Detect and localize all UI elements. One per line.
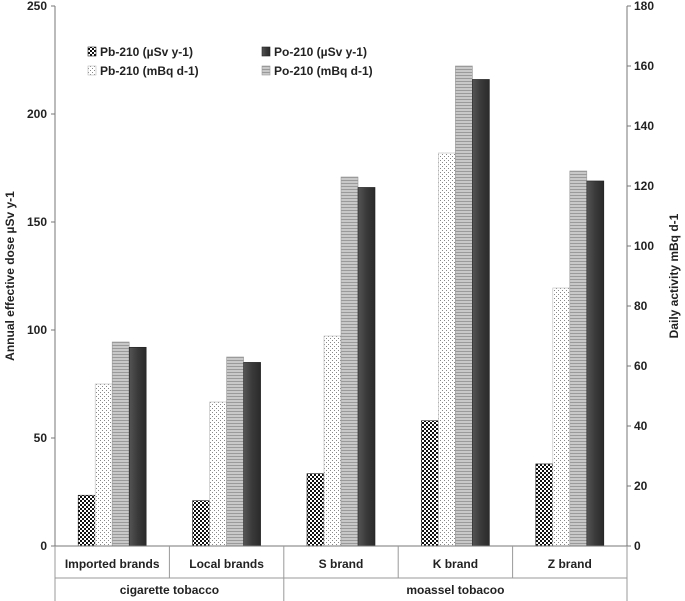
category-labels: Imported brands Local brands S brand K bran…: [54, 546, 628, 601]
category-label-s-brand: S brand: [319, 557, 364, 571]
bar-po-210-mbq-d-1-local-brands: [226, 356, 244, 547]
left-tick-label: 250: [27, 0, 47, 13]
bars-layer: [77, 65, 605, 547]
group-label-cigarette-tobacco: cigarette tobacco: [120, 583, 219, 597]
bar-pb-210-sv-y-1-local-brands: [192, 500, 210, 547]
right-tick-label: 140: [634, 119, 654, 133]
legend: Pb-210 (µSv y-1) Po-210 (µSv y-1) Pb-210 (…: [87, 45, 373, 78]
right-tick-label: 20: [634, 479, 648, 493]
legend-label-pb-210-mbq-d-1: Pb-210 (mBq d-1): [100, 64, 199, 78]
left-axis-ticks: 0 50 100 150 200 250: [27, 0, 55, 553]
legend-swatch-pb-210-sv-y-1: [87, 46, 97, 57]
legend-swatch-pb-210-mbq-d-1: [87, 65, 97, 76]
bar-po-210-sv-y-1-k-brand: [472, 79, 490, 547]
left-tick-label: 200: [27, 107, 47, 121]
bar-pb-210-sv-y-1-z-brand: [535, 463, 554, 547]
bar-po-210-mbq-d-1-s-brand: [340, 176, 359, 547]
right-tick-label: 180: [634, 0, 654, 13]
right-tick-label: 0: [634, 539, 641, 553]
right-tick-label: 120: [634, 179, 654, 193]
right-tick-label: 80: [634, 299, 648, 313]
bar-pb-210-sv-y-1-s-brand: [306, 473, 325, 547]
right-tick-label: 60: [634, 359, 648, 373]
right-axis-ticks: 0 20 40 60 80 100 120 140 160 180: [627, 0, 654, 553]
right-tick-label: 40: [634, 419, 648, 433]
bar-po-210-mbq-d-1-imported-brands: [111, 341, 130, 547]
left-tick-label: 50: [34, 431, 48, 445]
bar-pb-210-sv-y-1-imported-brands: [77, 494, 96, 547]
right-tick-label: 160: [634, 59, 654, 73]
bar-pb-210-mbq-d-1-s-brand: [323, 335, 342, 547]
bar-po-210-sv-y-1-z-brand: [586, 180, 605, 547]
bar-pb-210-mbq-d-1-k-brand: [438, 152, 456, 547]
legend-label-po-210-sv-y-1: Po-210 (µSv y-1): [274, 45, 367, 59]
left-tick-label: 150: [27, 215, 47, 229]
bar-pb-210-mbq-d-1-imported-brands: [94, 383, 113, 547]
bar-po-210-mbq-d-1-k-brand: [455, 65, 473, 547]
right-tick-label: 100: [634, 239, 654, 253]
legend-swatch-po-210-mbq-d-1: [261, 65, 271, 76]
bar-pb-210-sv-y-1-k-brand: [421, 420, 439, 547]
category-label-imported-brands: Imported brands: [65, 557, 160, 571]
category-label-z-brand: Z brand: [548, 557, 592, 571]
bar-po-210-sv-y-1-s-brand: [357, 187, 376, 547]
group-label-moassel-tobacoo: moassel tobacoo: [406, 583, 504, 597]
left-tick-label: 100: [27, 323, 47, 337]
legend-label-po-210-mbq-d-1: Po-210 (mBq d-1): [274, 64, 373, 78]
right-axis-title: Daily activity mBq d-1: [667, 213, 681, 338]
category-label-k-brand: K brand: [433, 557, 478, 571]
left-axis-title: Annual effective dose µSv y-1: [3, 191, 17, 361]
group-labels: cigarette tobacco moassel tobacoo: [120, 583, 505, 597]
legend-label-pb-210-sv-y-1: Pb-210 (µSv y-1): [100, 45, 193, 59]
bar-po-210-sv-y-1-imported-brands: [128, 346, 147, 547]
legend-swatch-po-210-sv-y-1: [261, 46, 271, 57]
bar-pb-210-mbq-d-1-z-brand: [552, 287, 571, 547]
bar-pb-210-mbq-d-1-local-brands: [209, 401, 227, 547]
bar-po-210-mbq-d-1-z-brand: [569, 170, 588, 547]
bar-po-210-sv-y-1-local-brands: [243, 362, 261, 547]
category-label-local-brands: Local brands: [189, 557, 264, 571]
left-tick-label: 0: [40, 539, 47, 553]
axes: [54, 6, 628, 547]
